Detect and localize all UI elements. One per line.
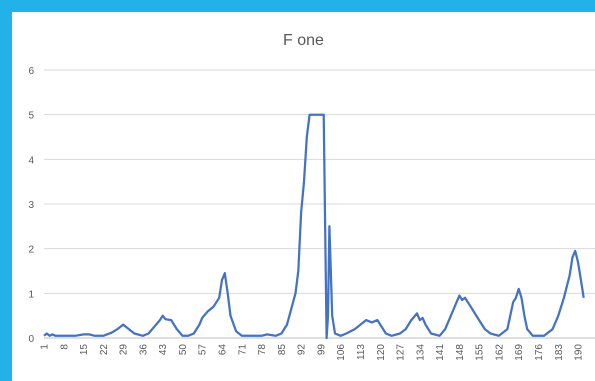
x-tick-label: 57 (198, 344, 209, 356)
x-tick-label: 1 (40, 344, 51, 350)
x-tick-label: 99 (316, 344, 327, 356)
x-tick-label: 176 (534, 344, 545, 361)
y-tick-label: 1 (28, 289, 34, 300)
x-tick-label: 64 (218, 344, 229, 356)
x-tick-label: 134 (415, 344, 426, 361)
y-axis-ticks: 0 1 2 3 4 5 6 (28, 66, 34, 345)
x-tick-label: 43 (158, 344, 169, 356)
x-tick-label: 78 (257, 344, 268, 356)
grid-lines (44, 69, 595, 339)
x-tick-label: 141 (435, 344, 446, 361)
x-tick-label: 8 (59, 344, 70, 350)
y-tick-label: 4 (28, 155, 34, 166)
x-tick-label: 127 (396, 344, 407, 361)
series-line-0 (43, 113, 585, 340)
x-tick-label: 162 (494, 344, 505, 361)
x-tick-label: 50 (178, 344, 189, 356)
x-tick-label: 85 (277, 344, 288, 356)
x-tick-label: 113 (356, 344, 367, 360)
x-tick-label: 36 (138, 344, 149, 356)
x-tick-label: 29 (119, 344, 130, 356)
x-tick-label: 71 (237, 344, 248, 356)
y-tick-label: 6 (28, 66, 34, 77)
y-tick-label: 2 (28, 245, 34, 256)
y-tick-label: 3 (28, 200, 34, 211)
y-tick-label: 0 (28, 334, 34, 345)
x-tick-label: 169 (514, 344, 525, 361)
x-tick-label: 183 (554, 344, 565, 361)
x-tick-label: 22 (99, 344, 110, 356)
x-tick-label: 190 (574, 344, 585, 361)
x-tick-label: 15 (79, 344, 90, 356)
series-layer (43, 113, 585, 340)
x-tick-label: 155 (475, 344, 486, 361)
x-tick-label: 120 (376, 344, 387, 361)
x-tick-label: 148 (455, 344, 466, 361)
y-tick-label: 5 (28, 111, 34, 122)
x-tick-label: 106 (336, 344, 347, 361)
chart-title: F one (283, 32, 324, 49)
x-axis-ticks: 1 8 15 22 29 36 43 50 57 64 71 78 85 92 99 106 113 120 127… (40, 344, 585, 361)
x-tick-label: 92 (297, 344, 308, 356)
